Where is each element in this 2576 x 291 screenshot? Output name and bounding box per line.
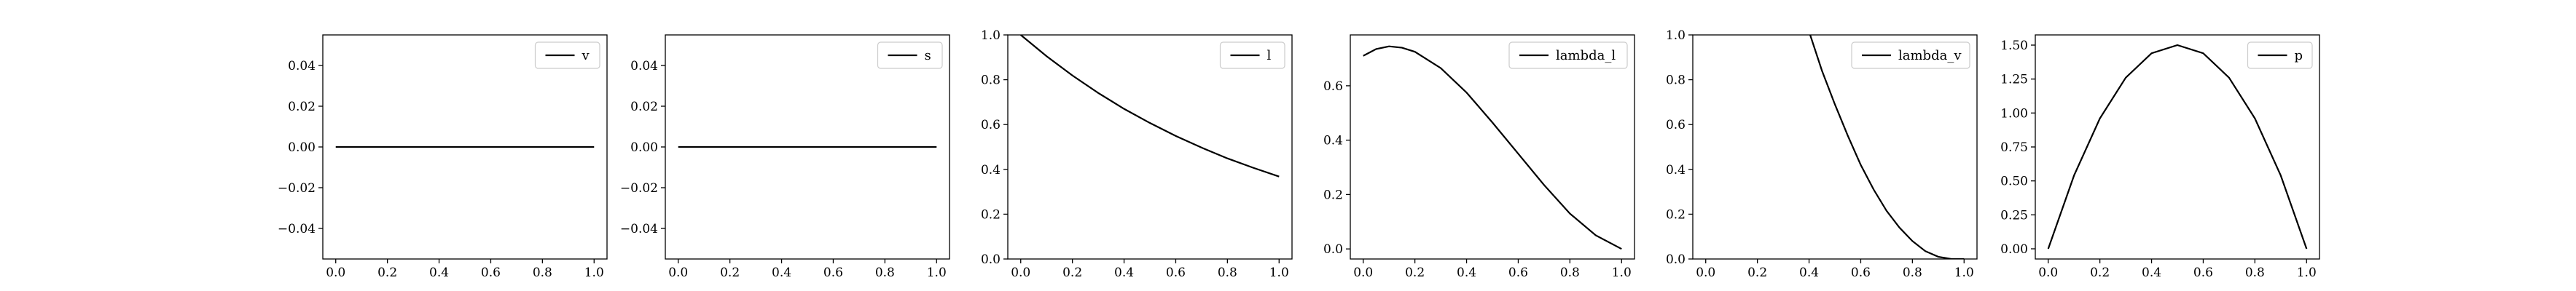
chart-panel-4: 0.0 0.2 0.4 0.6 0.8 1.0 0.0 0.2 0.4 0.6 lambda_l [1323,34,1635,280]
y-tick-label: 0.4 [1323,134,1343,148]
legend-label: l [1267,48,1272,63]
legend-label: lambda_v [1898,48,1962,63]
x-tick-label: 0.6 [1166,266,1186,280]
x-tick-label: 0.6 [823,266,843,280]
chart-panel-3: 0.0 0.2 0.4 0.6 0.8 1.0 0.0 0.2 0.4 0.6 0.8 1.0 l [981,28,1293,280]
chart-panel-2: 0.0 0.2 0.4 0.6 0.8 1.0 −0.04 −0.02 0.00 0.02 0.04… [620,34,950,280]
x-tick-label: 0.2 [2090,266,2110,280]
y-tick-label: 0.2 [1323,188,1343,202]
series-line-l [1020,35,1280,178]
x-tick-label: 0.0 [326,266,345,280]
y-tick-label: 0.6 [1666,118,1686,132]
legend: p [2247,41,2313,69]
x-tick-label: 0.6 [481,266,501,280]
legend-label: v [582,48,590,63]
x-tick-label: 0.6 [1851,266,1871,280]
x-tick-label: 0.8 [1903,266,1922,280]
x-tick-label: 0.0 [668,266,688,280]
y-tick-label: −0.02 [620,181,658,196]
x-tick-label: 0.4 [1457,266,1476,280]
y-tick-label: 1.0 [981,28,1001,43]
y-tick-label: 0.02 [630,100,658,114]
legend-box [1851,41,1970,69]
x-tick-label: 0.4 [772,266,791,280]
y-tick-label: 0.04 [288,59,316,73]
axes-frame [1350,34,1635,260]
y-tick-label: 0.2 [981,207,1001,222]
y-tick-label: 0.2 [1666,207,1686,222]
x-tick-label: 0.8 [1218,266,1237,280]
y-tick-label: 0.50 [2000,175,2028,189]
y-tick-label: 1.0 [1666,28,1686,43]
y-tick-label: −0.02 [278,181,316,196]
x-tick-label: 0.8 [533,266,552,280]
legend: l [1219,41,1285,69]
y-tick-label: 0.00 [2000,242,2028,257]
x-tick-label: 0.2 [377,266,397,280]
y-tick-label: 0.4 [981,163,1001,178]
y-tick-label: 0.0 [981,252,1001,267]
x-tick-label: 0.4 [1114,266,1134,280]
chart-panel-5: 0.0 0.2 0.4 0.6 0.8 1.0 0.0 0.2 0.4 0.6 0.8 1.0 lamb… [1666,28,1978,280]
y-tick-label: 0.0 [1666,252,1686,267]
chart-panel-6: 0.0 0.2 0.4 0.6 0.8 1.0 0.00 0.25 0.50 0.75 1.00 1.… [2000,34,2320,280]
legend-label: s [925,48,931,63]
y-tick-label: 1.25 [2000,73,2028,87]
y-tick-label: −0.04 [278,222,316,236]
x-tick-label: 0.2 [1747,266,1767,280]
x-tick-label: 1.0 [1612,266,1632,280]
legend: v [534,41,600,69]
series-line-lambda_l [1363,45,1622,250]
x-tick-label: 1.0 [1269,266,1289,280]
y-tick-label: 0.04 [630,59,658,73]
x-tick-label: 0.2 [1062,266,1082,280]
x-tick-label: 0.0 [1353,266,1373,280]
legend-label: p [2295,48,2303,63]
x-tick-label: 0.0 [1011,266,1030,280]
x-tick-label: 0.6 [1508,266,1528,280]
y-tick-label: 0.6 [981,118,1001,132]
x-tick-label: 0.4 [429,266,449,280]
legend-box [1508,41,1628,69]
legend: s [877,41,943,69]
y-tick-label: 0.00 [630,140,658,155]
y-tick-label: −0.04 [620,222,658,236]
y-tick-label: 0.02 [288,100,316,114]
x-tick-label: 0.2 [1405,266,1425,280]
x-tick-label: 0.0 [1696,266,1715,280]
legend: lambda_l [1508,41,1628,69]
x-tick-label: 1.0 [2297,266,2317,280]
x-tick-label: 1.0 [1954,266,1974,280]
x-tick-label: 0.8 [1560,266,1580,280]
x-tick-label: 1.0 [584,266,604,280]
y-tick-label: 0.6 [1323,79,1343,94]
series-line-lambda_v [1809,35,1965,259]
chart-panel-1: 0.0 0.2 0.4 0.6 0.8 1.0 −0.04 −0.02 0.00 0.02 0.04… [278,34,608,280]
y-tick-label: 0.75 [2000,140,2028,155]
x-tick-label: 0.8 [875,266,895,280]
legend: lambda_v [1851,41,1970,69]
x-tick-label: 0.0 [2038,266,2058,280]
axes-frame [1007,34,1293,260]
legend-label: lambda_l [1556,48,1616,63]
series-line-p [2047,44,2308,250]
x-tick-label: 0.4 [1799,266,1819,280]
x-tick-label: 0.8 [2245,266,2265,280]
y-tick-label: 0.0 [1323,242,1343,257]
y-tick-label: 0.8 [981,73,1001,88]
y-tick-label: 0.00 [288,140,316,155]
axes-frame [1692,34,1978,260]
y-tick-label: 1.00 [2000,106,2028,121]
y-tick-label: 0.25 [2000,208,2028,223]
y-tick-label: 0.8 [1666,73,1686,88]
x-tick-label: 0.6 [2193,266,2213,280]
y-tick-label: 0.4 [1666,163,1686,178]
y-tick-label: 1.50 [2000,39,2028,53]
x-tick-label: 0.2 [720,266,740,280]
x-tick-label: 1.0 [927,266,947,280]
x-tick-label: 0.4 [2142,266,2161,280]
